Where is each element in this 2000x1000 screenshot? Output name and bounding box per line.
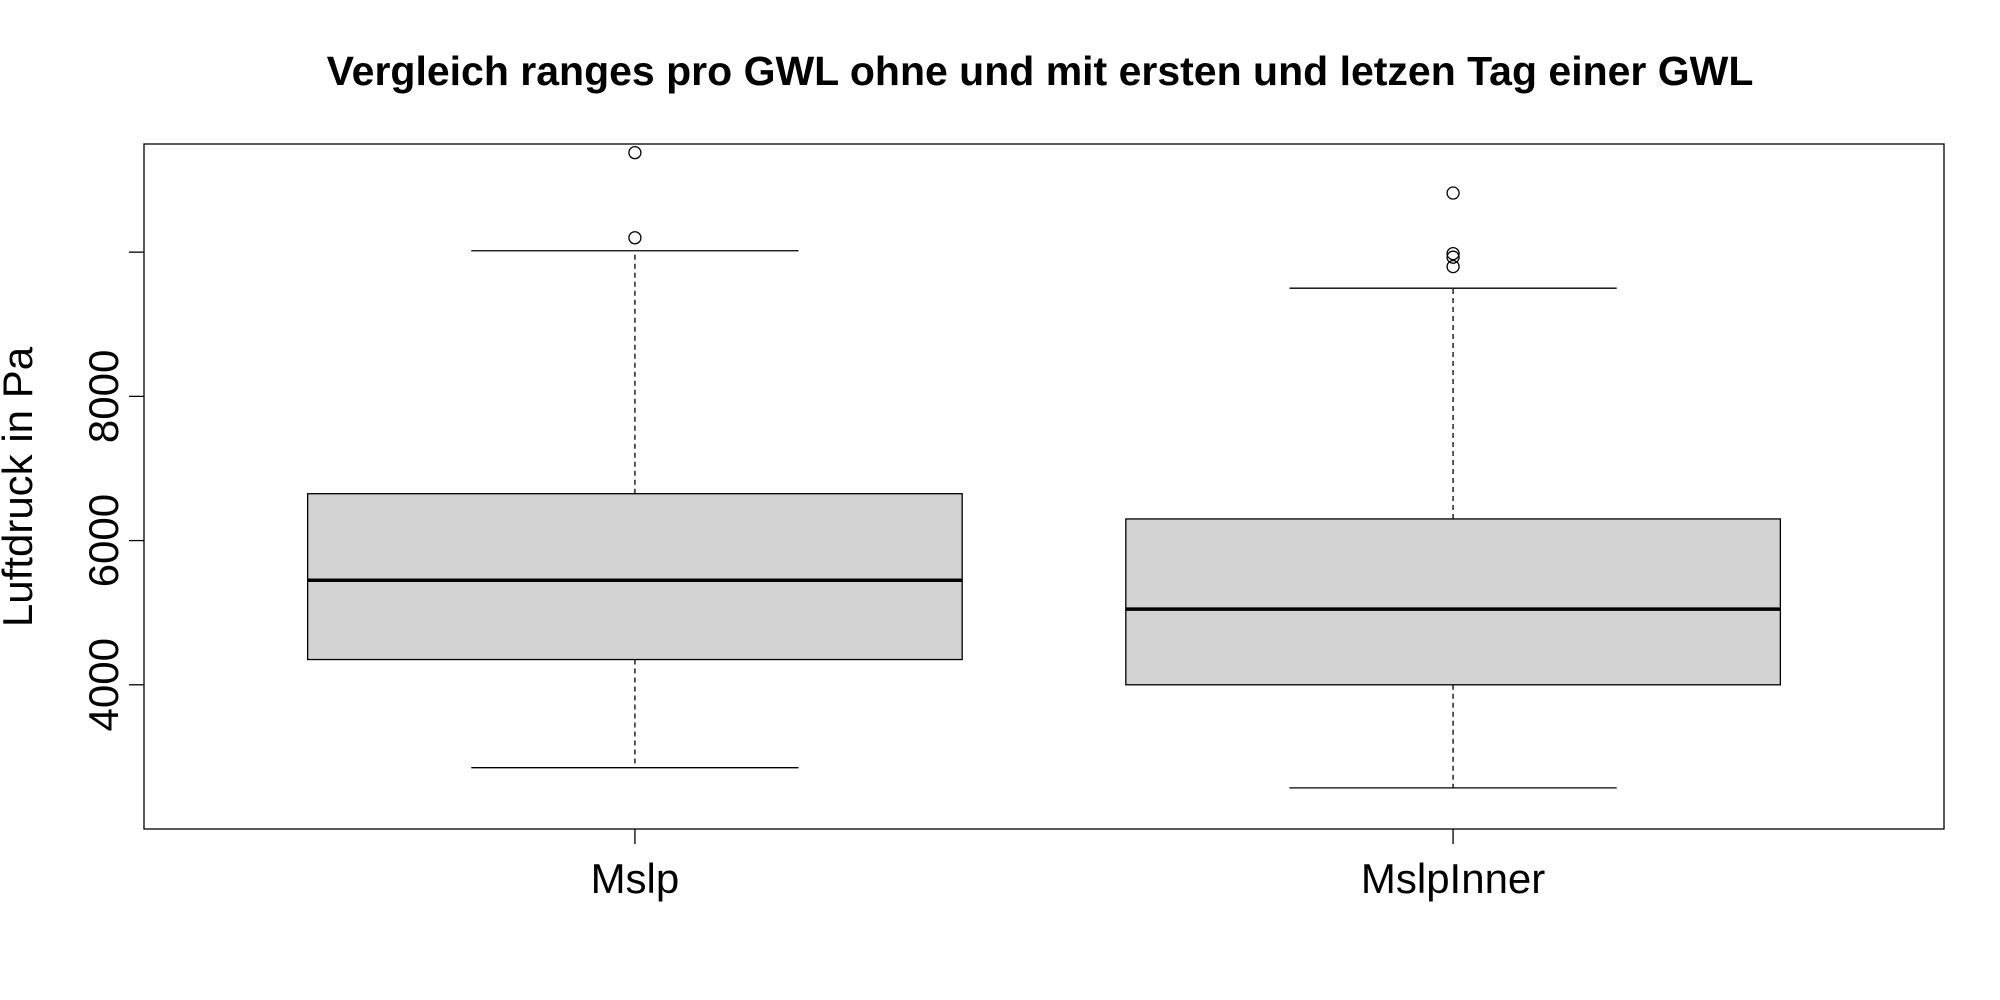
x-tick-label: Mslp bbox=[591, 855, 680, 902]
box-mslp bbox=[306, 146, 963, 769]
y-tick-label: 6000 bbox=[80, 494, 127, 587]
outlier-point bbox=[1446, 186, 1460, 200]
outlier-point bbox=[628, 231, 642, 245]
outlier-point bbox=[1446, 259, 1460, 274]
iqr-box bbox=[1125, 518, 1782, 686]
y-axis: 4000 6000 8000 bbox=[80, 251, 144, 732]
box-mslpinner bbox=[1125, 186, 1782, 789]
outlier-point bbox=[1446, 250, 1460, 264]
y-axis-label: Luftdruck in Pa bbox=[0, 346, 41, 627]
iqr-box bbox=[306, 493, 963, 661]
plot-frame bbox=[143, 143, 1945, 830]
x-tick-label: MslpInner bbox=[1361, 855, 1545, 902]
y-tick-label: 8000 bbox=[80, 350, 127, 443]
outlier-point bbox=[1446, 246, 1460, 261]
outlier-point bbox=[628, 146, 642, 160]
y-tick-label: 4000 bbox=[80, 638, 127, 731]
x-axis: Mslp MslpInner bbox=[591, 829, 1545, 902]
chart-title: Vergleich ranges pro GWL ohne und mit er… bbox=[327, 48, 1754, 94]
boxes-group bbox=[306, 146, 1782, 789]
